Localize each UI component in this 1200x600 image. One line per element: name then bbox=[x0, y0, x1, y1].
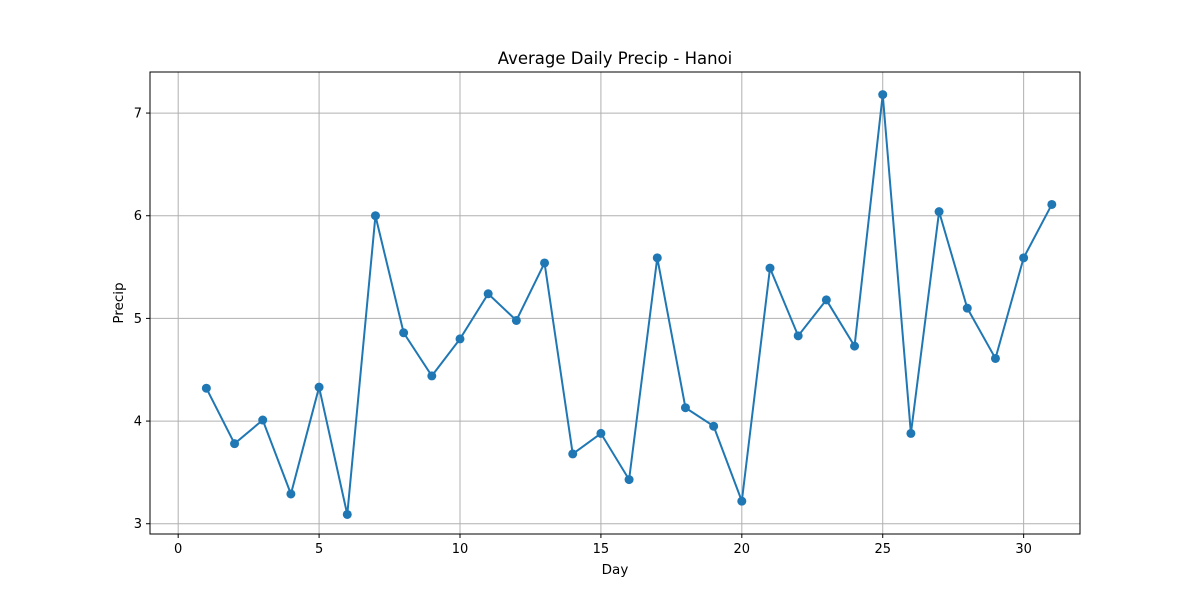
x-tick-label: 20 bbox=[734, 542, 751, 557]
series-precip bbox=[201, 90, 1057, 519]
data-point bbox=[540, 258, 550, 268]
y-tick-label: 4 bbox=[134, 415, 142, 430]
chart-title: Average Daily Precip - Hanoi bbox=[498, 49, 732, 68]
data-point bbox=[201, 383, 211, 393]
data-point bbox=[258, 415, 268, 425]
data-point bbox=[624, 475, 634, 485]
x-tick-label: 15 bbox=[593, 542, 610, 557]
y-axis: 3 4 5 6 7 bbox=[134, 107, 150, 532]
data-point bbox=[286, 489, 296, 499]
data-point bbox=[680, 403, 690, 413]
data-point bbox=[906, 428, 916, 438]
plot-area-frame bbox=[149, 71, 1081, 535]
y-tick-label: 7 bbox=[134, 107, 142, 122]
data-point bbox=[342, 509, 352, 519]
data-point bbox=[596, 428, 606, 438]
data-point bbox=[483, 289, 493, 299]
data-point bbox=[821, 295, 831, 305]
data-point bbox=[511, 315, 521, 325]
data-point bbox=[427, 371, 437, 381]
series-line bbox=[205, 94, 1053, 515]
x-tick-label: 25 bbox=[874, 542, 891, 557]
data-point bbox=[314, 382, 324, 392]
data-point bbox=[568, 449, 578, 459]
data-point bbox=[709, 421, 719, 431]
data-point bbox=[737, 496, 747, 506]
data-point bbox=[793, 331, 803, 341]
data-point bbox=[990, 353, 1000, 363]
grid bbox=[150, 72, 1080, 534]
x-tick-label: 30 bbox=[1015, 542, 1032, 557]
data-point bbox=[455, 334, 465, 344]
x-tick-label: 0 bbox=[174, 542, 182, 557]
data-point bbox=[850, 341, 860, 351]
data-point bbox=[370, 211, 380, 221]
x-tick-label: 10 bbox=[452, 542, 469, 557]
data-point bbox=[934, 207, 944, 217]
data-point bbox=[878, 90, 888, 100]
data-point bbox=[399, 328, 409, 338]
data-point bbox=[962, 303, 972, 313]
x-tick-label: 5 bbox=[315, 542, 323, 557]
y-axis-label: Precip bbox=[111, 282, 127, 323]
data-point bbox=[1019, 253, 1029, 263]
data-point bbox=[765, 263, 775, 273]
x-axis: 0 5 10 15 20 25 30 bbox=[174, 534, 1032, 557]
data-point bbox=[1047, 199, 1057, 209]
data-point bbox=[652, 253, 662, 263]
y-tick-label: 5 bbox=[134, 312, 142, 327]
y-tick-label: 3 bbox=[134, 517, 142, 532]
data-point bbox=[230, 439, 240, 449]
x-axis-label: Day bbox=[602, 562, 629, 578]
y-tick-label: 6 bbox=[134, 209, 142, 224]
